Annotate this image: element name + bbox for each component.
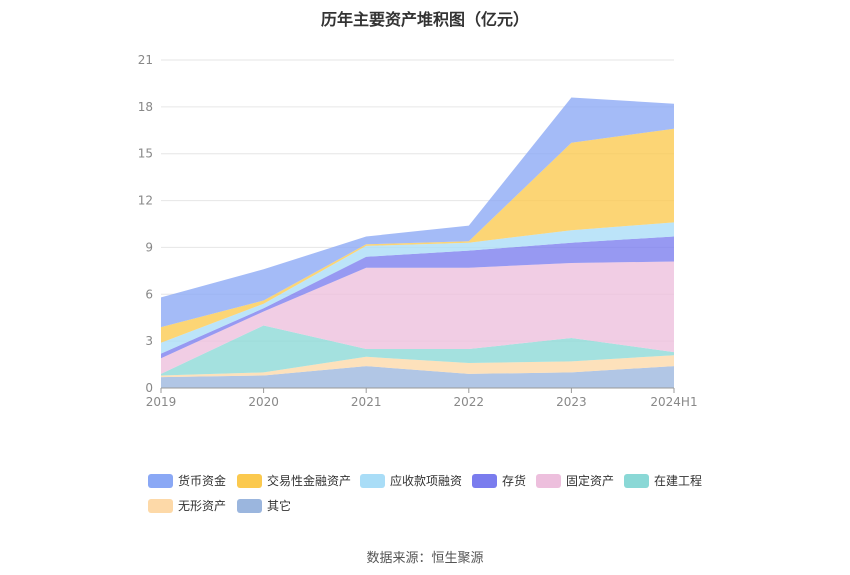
legend-label: 货币资金 <box>178 474 227 488</box>
x-tick-label: 2024H1 <box>650 395 697 409</box>
area-series <box>161 366 674 388</box>
legend-swatch <box>624 473 649 488</box>
legend-item-fixed-assets[interactable]: 固定资产 <box>536 472 614 489</box>
stacked-area-chart: 0 3 6 9 12 15 18 21 2019 2020 2021 2022 2023 2024H1 <box>138 53 698 409</box>
legend-swatch <box>148 498 173 513</box>
y-tick-label: 0 <box>145 381 153 395</box>
x-tick-label: 2020 <box>248 395 279 409</box>
legend-item-other[interactable]: 其它 <box>237 497 291 514</box>
legend-label: 在建工程 <box>654 474 703 488</box>
area-series <box>161 261 674 374</box>
y-tick-label: 15 <box>138 147 153 161</box>
y-tick-label: 18 <box>138 100 153 114</box>
legend-item-intangible-assets[interactable]: 无形资产 <box>148 497 226 514</box>
data-source-note: 数据来源：恒生聚源 <box>366 551 484 566</box>
legend-item-trading-financial-assets[interactable]: 交易性金融资产 <box>237 472 351 489</box>
legend-swatch <box>360 473 385 488</box>
legend-swatch <box>148 473 173 488</box>
y-tick-label: 12 <box>138 194 153 208</box>
legend-swatch <box>536 473 561 488</box>
x-tick-label: 2021 <box>351 395 382 409</box>
legend-label: 固定资产 <box>566 474 615 488</box>
area-series <box>161 355 674 378</box>
x-tick-label: 2019 <box>146 395 177 409</box>
area-series <box>161 97 674 328</box>
legend-swatch <box>237 498 262 513</box>
area-series <box>161 236 674 359</box>
area-series <box>161 325 674 376</box>
legend-item-receivables-financing[interactable]: 应收款项融资 <box>360 472 462 489</box>
legend-label: 存货 <box>502 474 527 488</box>
y-tick-label: 3 <box>145 334 153 348</box>
x-tick-label: 2022 <box>454 395 485 409</box>
chart-title: 历年主要资产堆积图（亿元） <box>320 10 529 29</box>
area-series <box>161 222 674 354</box>
legend-swatch <box>472 473 497 488</box>
legend-label: 交易性金融资产 <box>267 474 352 488</box>
legend-item-cash[interactable]: 货币资金 <box>148 472 226 489</box>
legend-label: 应收款项融资 <box>390 474 463 488</box>
legend-swatch <box>237 473 262 488</box>
y-tick-label: 9 <box>145 240 153 254</box>
area-series <box>161 128 674 343</box>
x-tick-label: 2023 <box>556 395 587 409</box>
y-tick-label: 6 <box>145 287 153 301</box>
legend-item-construction-in-progress[interactable]: 在建工程 <box>624 472 702 489</box>
legend-label: 无形资产 <box>178 499 227 513</box>
y-tick-label: 21 <box>138 53 153 67</box>
legend-label: 其它 <box>267 499 292 513</box>
legend-item-inventory[interactable]: 存货 <box>472 472 526 489</box>
